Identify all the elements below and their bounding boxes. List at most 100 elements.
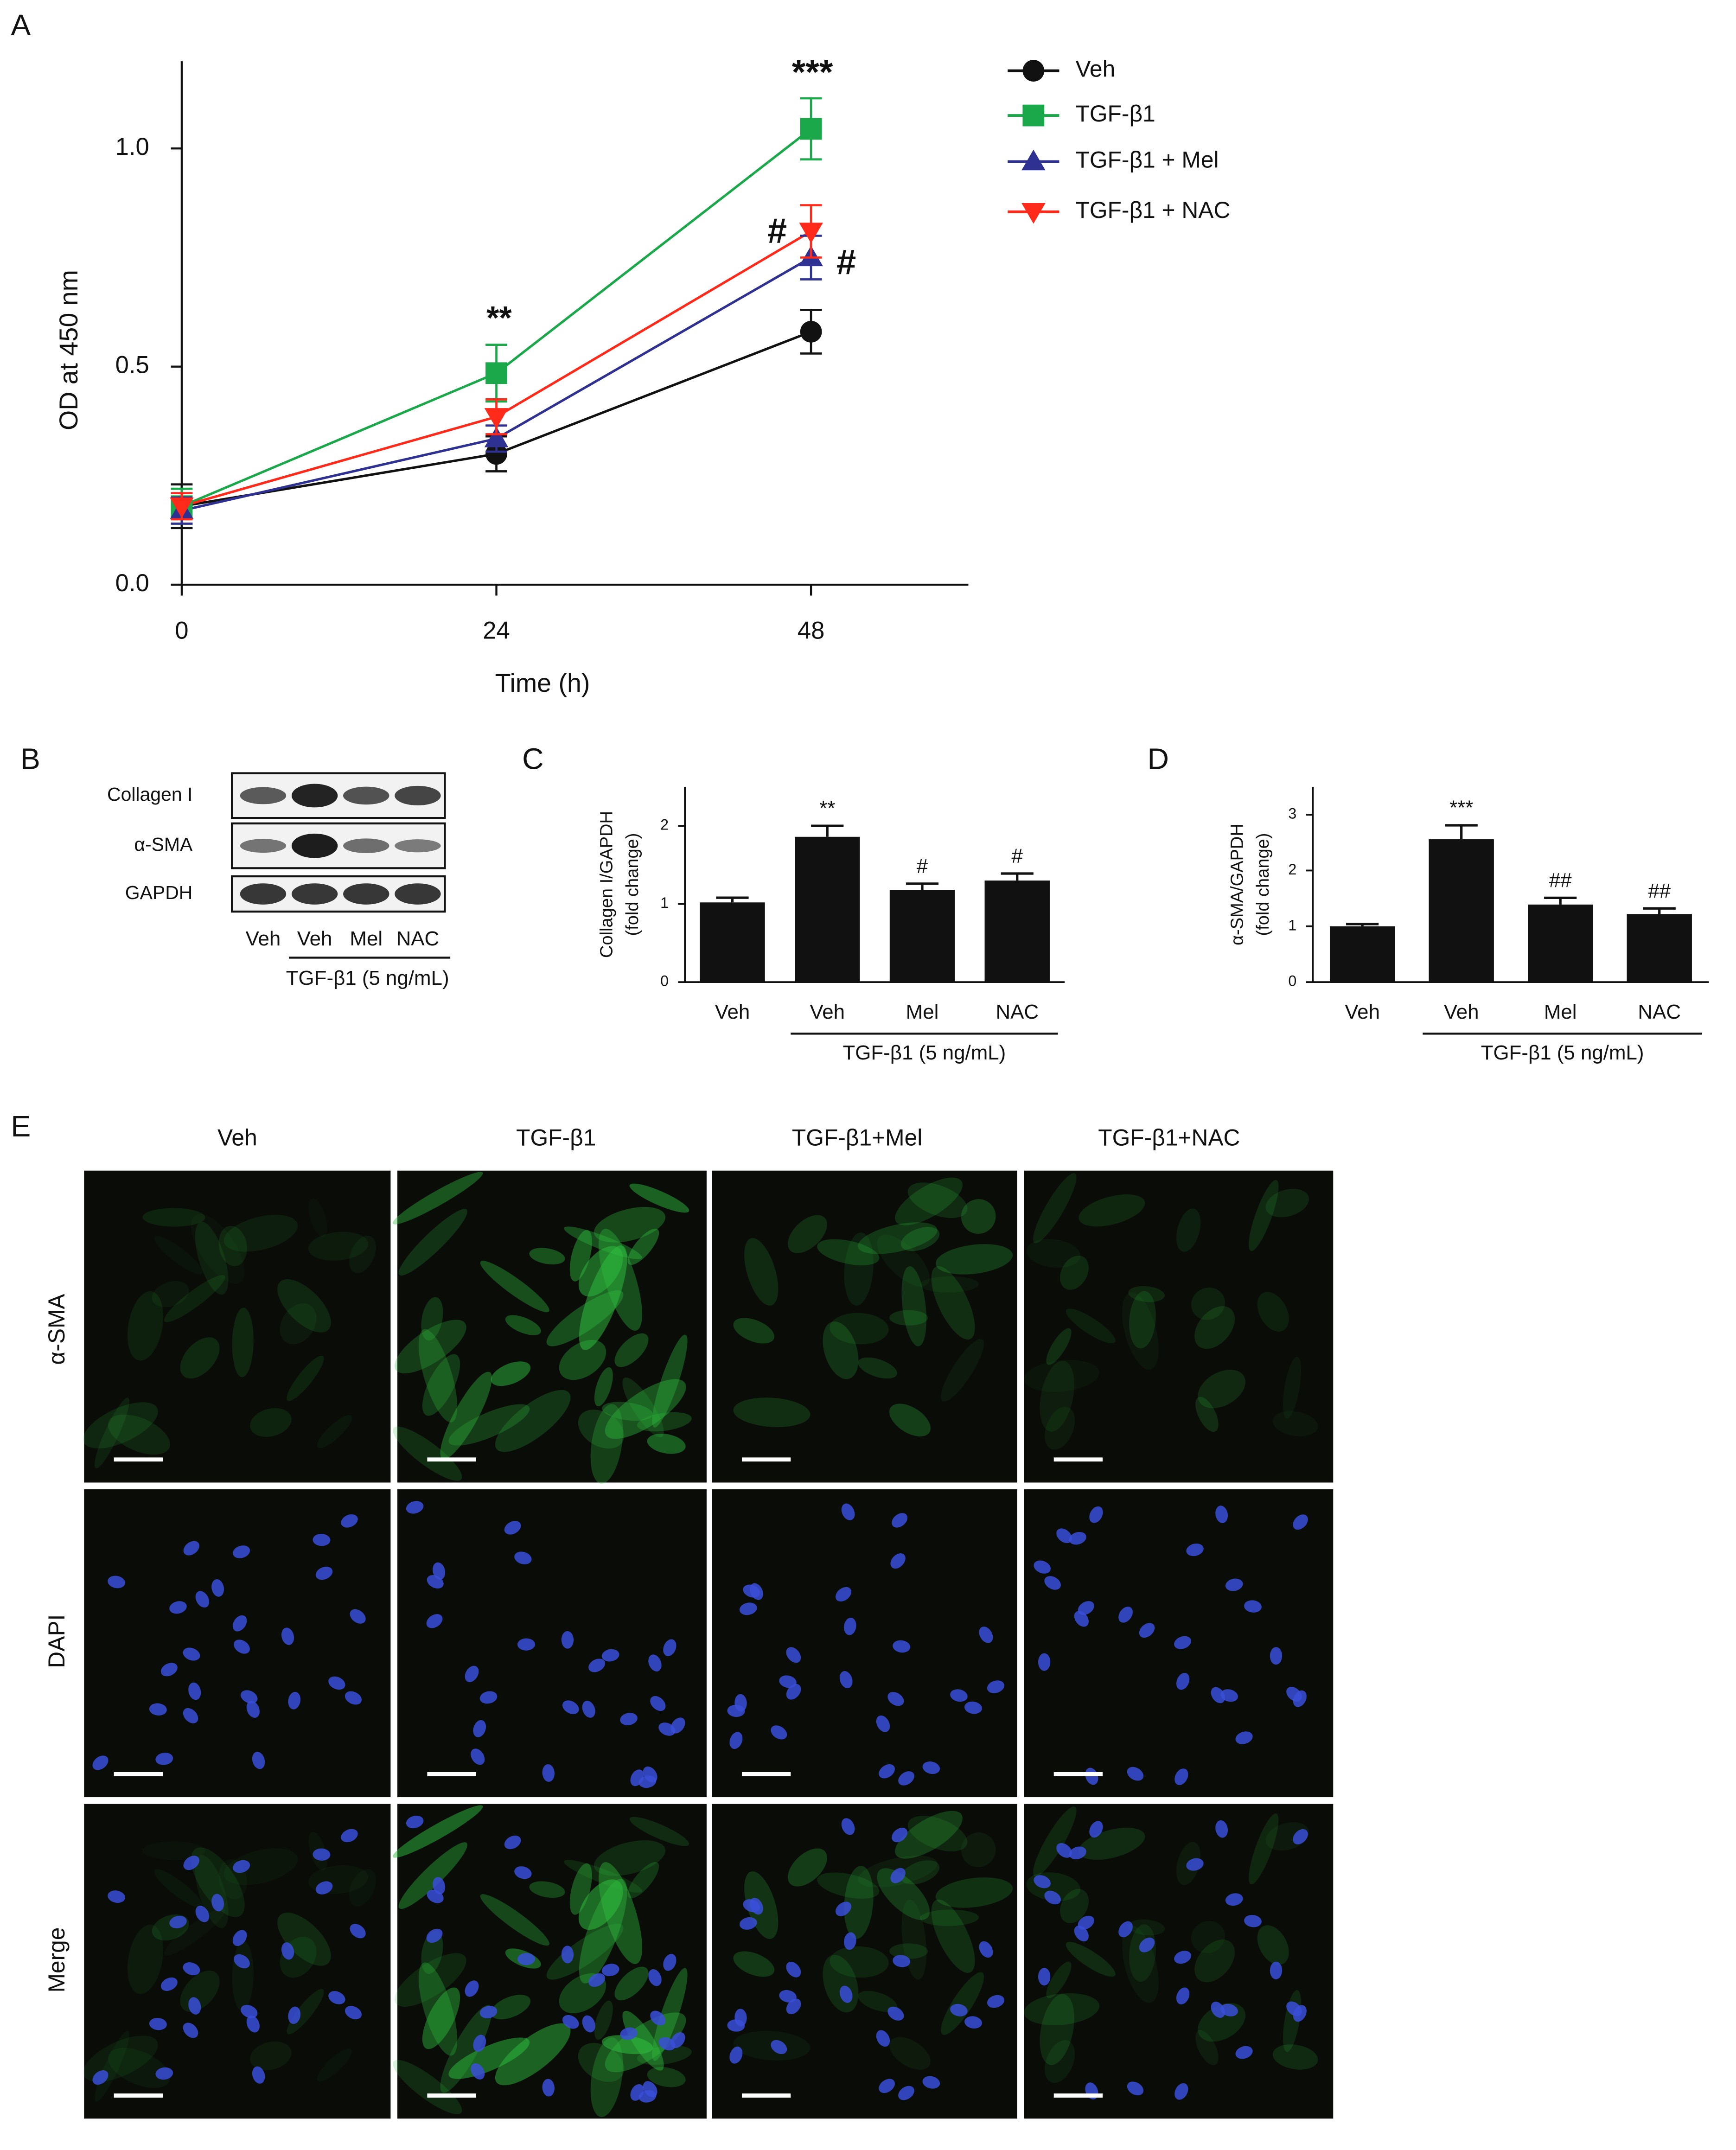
nucleus (471, 1748, 485, 1765)
cell (1060, 1255, 1089, 1290)
nucleus (841, 1818, 855, 1835)
cell (622, 1377, 664, 1437)
nucleus (232, 1930, 247, 1946)
nucleus (433, 1562, 446, 1580)
nucleus (479, 2006, 498, 2018)
micrograph (397, 1804, 707, 2119)
cell (1033, 1173, 1077, 1244)
cell (830, 1313, 889, 1345)
x-tick-label: Mel (1544, 1001, 1577, 1023)
nucleus (92, 1755, 108, 1770)
nucleus (1186, 1858, 1204, 1871)
cell (232, 1308, 254, 1378)
nucleus (786, 1684, 801, 1700)
cell (652, 1334, 688, 1428)
nucleus (582, 2015, 595, 2033)
nucleus (345, 1691, 362, 1705)
cell (393, 1426, 462, 1481)
nucleus (1034, 1560, 1051, 1574)
nucleus (601, 1964, 619, 1977)
nucleus (779, 1990, 797, 2003)
nucleus (890, 1868, 906, 1883)
cell (788, 1848, 827, 1887)
cell (895, 1177, 963, 1225)
nucleus (350, 1609, 366, 1624)
nucleus (562, 2015, 579, 2029)
cell (733, 1318, 775, 1344)
cell (578, 1410, 625, 1449)
x-tick-label: NAC (1638, 1001, 1681, 1023)
nucleus (658, 2037, 676, 2051)
cell (907, 1816, 968, 1851)
nucleus (1235, 2046, 1253, 2059)
marker (799, 223, 823, 243)
nucleus (771, 2040, 787, 2054)
legend-label: TGF-β1 + NAC (1076, 197, 1231, 223)
legend-label: TGF-β1 + Mel (1076, 147, 1219, 173)
cell (1257, 1292, 1289, 1332)
nucleus (252, 2066, 265, 2084)
cell (1194, 1306, 1235, 1349)
cell (823, 1321, 859, 1379)
nucleus (169, 1915, 187, 1928)
blot-lane-label: NAC (396, 927, 440, 950)
cell (569, 1230, 592, 1282)
bar (889, 890, 955, 982)
nucleus (779, 1675, 797, 1688)
cell (191, 1847, 245, 1917)
nucleus (188, 1682, 201, 1700)
nucleus (892, 1827, 908, 1843)
bar (1627, 914, 1692, 982)
nucleus (1078, 1601, 1094, 1615)
cell (277, 1912, 331, 1966)
cell (788, 1215, 827, 1253)
cell (594, 1367, 613, 1407)
cell (152, 1281, 189, 1308)
blot-band (240, 883, 287, 905)
nucleus (1211, 1687, 1225, 1703)
cell (1024, 1359, 1100, 1392)
nucleus (964, 2016, 982, 2029)
bar (1429, 839, 1494, 982)
nucleus (426, 1614, 443, 1628)
nucleus (588, 1973, 605, 1987)
cell (422, 1354, 460, 1416)
cell (817, 1872, 880, 1899)
cell (317, 2048, 352, 2082)
nucleus (241, 1690, 258, 1703)
cell (744, 1238, 779, 1306)
nucleus (1078, 1915, 1094, 1930)
significance: *** (1449, 796, 1473, 819)
cell (393, 2060, 462, 2114)
nucleus (1270, 1647, 1283, 1665)
cell (844, 1865, 874, 1939)
cell (602, 2035, 653, 2054)
cell (605, 1379, 686, 1439)
nucleus (1293, 1690, 1307, 1707)
cell (1024, 1993, 1100, 2026)
cell (1191, 1287, 1225, 1320)
cell (901, 1860, 940, 1885)
nucleus (876, 1715, 890, 1732)
nucleus (843, 1932, 856, 1950)
cell (647, 2067, 686, 2087)
cell (164, 1275, 225, 1322)
cell (578, 2043, 625, 2082)
cell (223, 1215, 298, 1252)
nucleus (1127, 1767, 1144, 1781)
cell (961, 1199, 996, 1234)
significance: ## (1549, 869, 1572, 892)
nucleus (1139, 1937, 1155, 1952)
nucleus (183, 1856, 199, 1870)
cell (578, 1879, 623, 1930)
nucleus (406, 1501, 424, 1514)
x-tick-label: Mel (906, 1001, 939, 1023)
column-label: TGF-β1 (516, 1125, 596, 1151)
cell (127, 1924, 164, 1994)
nucleus (729, 2046, 743, 2064)
significance: # (767, 211, 787, 251)
cell (594, 1840, 666, 1876)
nucleus (1089, 1821, 1103, 1838)
nucleus (183, 1541, 199, 1556)
nucleus (252, 1752, 265, 1769)
